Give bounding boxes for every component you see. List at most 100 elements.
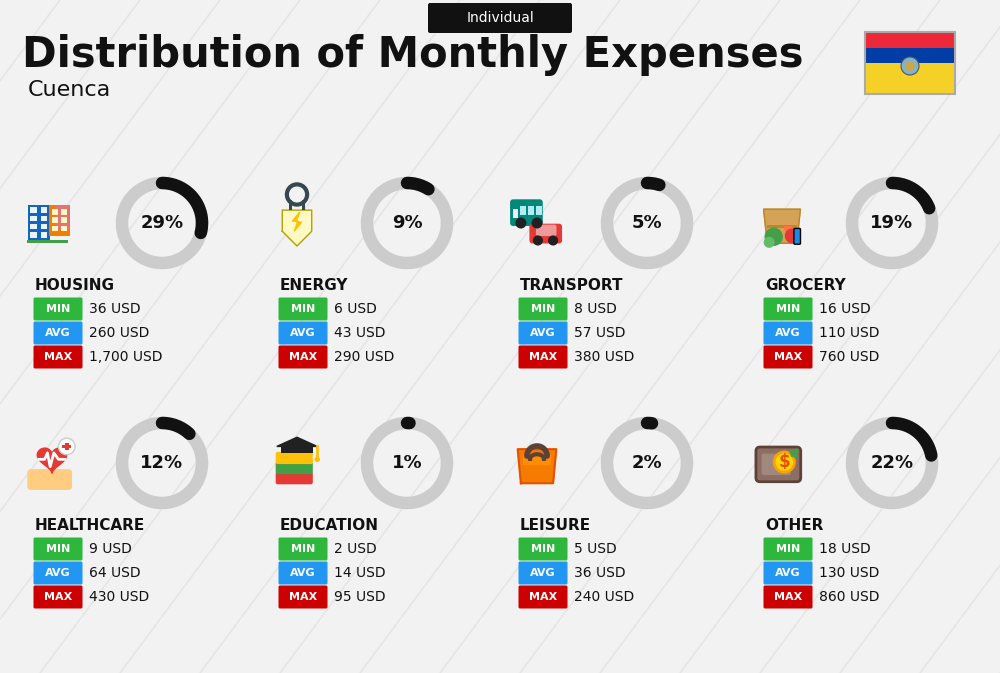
FancyBboxPatch shape [764,586,812,608]
FancyBboxPatch shape [762,454,791,475]
Bar [865,63,955,94]
FancyBboxPatch shape [34,561,82,584]
Text: 9%: 9% [392,214,422,232]
Bar [62,445,71,448]
Bar [30,215,37,221]
Text: AVG: AVG [530,568,556,578]
Bar [40,224,47,229]
Text: Cuenca: Cuenca [28,80,111,100]
Polygon shape [292,212,302,232]
Text: 380 USD: 380 USD [574,350,634,364]
Text: MAX: MAX [44,352,72,362]
Circle shape [765,227,783,246]
Text: GROCERY: GROCERY [765,277,846,293]
Text: HEALTHCARE: HEALTHCARE [35,518,145,532]
Text: 130 USD: 130 USD [819,566,879,580]
Bar [523,455,551,465]
Bar [289,200,292,210]
Bar [767,225,797,227]
Text: OTHER: OTHER [765,518,823,532]
Text: HOUSING: HOUSING [35,277,115,293]
Text: 110 USD: 110 USD [819,326,880,340]
FancyBboxPatch shape [794,228,800,244]
Text: MIN: MIN [776,544,800,554]
Text: AVG: AVG [45,328,71,338]
Circle shape [58,438,75,455]
FancyBboxPatch shape [278,345,328,369]
FancyBboxPatch shape [764,345,812,369]
FancyBboxPatch shape [278,322,328,345]
Text: 5 USD: 5 USD [574,542,617,556]
Circle shape [764,237,775,248]
Text: LEISURE: LEISURE [520,518,591,532]
Text: MAX: MAX [774,592,802,602]
Bar [528,207,534,215]
FancyBboxPatch shape [764,538,812,561]
FancyBboxPatch shape [518,322,568,345]
Bar [513,209,518,219]
Text: 64 USD: 64 USD [89,566,141,580]
Bar [30,232,37,238]
Text: $: $ [778,453,790,471]
Bar [40,207,47,213]
Text: MAX: MAX [289,592,317,602]
Text: 29%: 29% [140,214,184,232]
FancyBboxPatch shape [276,452,313,464]
FancyBboxPatch shape [756,447,801,482]
Bar [536,207,542,215]
Circle shape [901,57,919,75]
Circle shape [515,217,526,229]
Text: 16 USD: 16 USD [819,302,871,316]
Text: MIN: MIN [291,304,315,314]
FancyBboxPatch shape [34,538,82,561]
FancyBboxPatch shape [764,322,812,345]
Text: AVG: AVG [45,568,71,578]
Polygon shape [282,210,312,246]
FancyBboxPatch shape [428,3,572,33]
Text: MAX: MAX [44,592,72,602]
FancyBboxPatch shape [276,472,313,485]
Text: 860 USD: 860 USD [819,590,880,604]
FancyBboxPatch shape [529,223,562,244]
Text: 1,700 USD: 1,700 USD [89,350,162,364]
Bar [302,200,305,210]
Polygon shape [518,449,556,483]
FancyBboxPatch shape [34,322,82,345]
Text: MAX: MAX [774,352,802,362]
FancyBboxPatch shape [34,297,82,320]
FancyBboxPatch shape [34,586,82,608]
FancyBboxPatch shape [764,297,812,320]
Circle shape [548,236,558,246]
Text: MIN: MIN [776,304,800,314]
Circle shape [905,61,915,71]
FancyBboxPatch shape [34,345,82,369]
FancyBboxPatch shape [518,561,568,584]
Bar [61,225,67,232]
Bar [52,209,58,215]
Text: AVG: AVG [775,568,801,578]
Text: 8 USD: 8 USD [574,302,617,316]
Polygon shape [764,209,800,243]
Text: 22%: 22% [870,454,914,472]
Circle shape [314,456,320,462]
Bar [281,446,313,453]
FancyBboxPatch shape [536,225,556,236]
Bar [65,443,69,450]
Bar [30,207,37,213]
Text: 260 USD: 260 USD [89,326,149,340]
FancyBboxPatch shape [764,561,812,584]
Text: 43 USD: 43 USD [334,326,386,340]
Text: 36 USD: 36 USD [89,302,141,316]
Text: 2%: 2% [632,454,662,472]
Text: 1%: 1% [392,454,422,472]
Circle shape [785,229,799,243]
FancyBboxPatch shape [518,345,568,369]
Bar [865,48,955,63]
Bar [49,205,70,236]
Text: 6 USD: 6 USD [334,302,377,316]
Text: MIN: MIN [46,544,70,554]
FancyBboxPatch shape [278,561,328,584]
Text: 760 USD: 760 USD [819,350,879,364]
FancyBboxPatch shape [276,462,313,474]
Text: 36 USD: 36 USD [574,566,626,580]
